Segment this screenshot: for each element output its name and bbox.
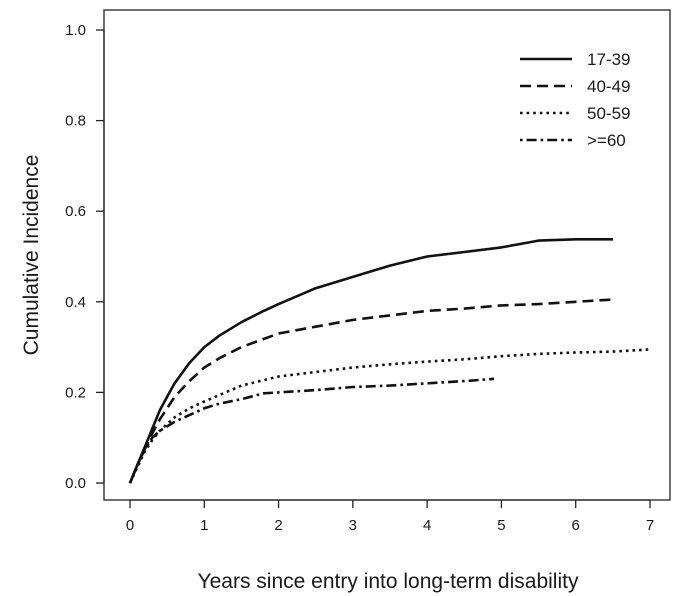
- legend-label: 50-59: [587, 104, 630, 123]
- x-tick-label: 0: [126, 517, 134, 534]
- legend-label: 17-39: [587, 50, 630, 69]
- x-tick-label: 3: [349, 517, 357, 534]
- y-tick-label: 0.4: [65, 294, 86, 311]
- x-tick-label: 5: [497, 517, 505, 534]
- legend-label: >=60: [587, 131, 626, 150]
- x-tick-label: 2: [274, 517, 282, 534]
- y-tick-label: 0.0: [65, 475, 86, 492]
- x-tick-label: 4: [423, 517, 431, 534]
- x-tick-label: 1: [200, 517, 208, 534]
- series-line-2: [128, 298, 613, 484]
- y-tick-label: 0.8: [65, 113, 86, 130]
- y-tick-label: 0.6: [65, 203, 86, 220]
- y-tick-label: 0.2: [65, 384, 86, 401]
- axes: 0.0 0.2 0.4 0.6 0.8 1.0 0 1 2 3 4 5 6 7: [65, 22, 654, 534]
- legend: 17-39 40-49 50-59 >=60: [520, 50, 630, 150]
- plot-frame: [103, 9, 671, 501]
- series-line-1: [128, 238, 613, 484]
- y-axis-title: Cumulative Incidence: [20, 155, 43, 356]
- series-line-4: [128, 377, 495, 484]
- series-line-3: [128, 348, 651, 484]
- x-tick-label: 6: [572, 517, 580, 534]
- x-tick-label: 7: [646, 517, 654, 534]
- y-tick-label: 1.0: [65, 22, 86, 39]
- x-axis-title: Years since entry into long-term disabil…: [198, 570, 579, 593]
- legend-label: 40-49: [587, 77, 630, 96]
- series-layer: [128, 238, 651, 484]
